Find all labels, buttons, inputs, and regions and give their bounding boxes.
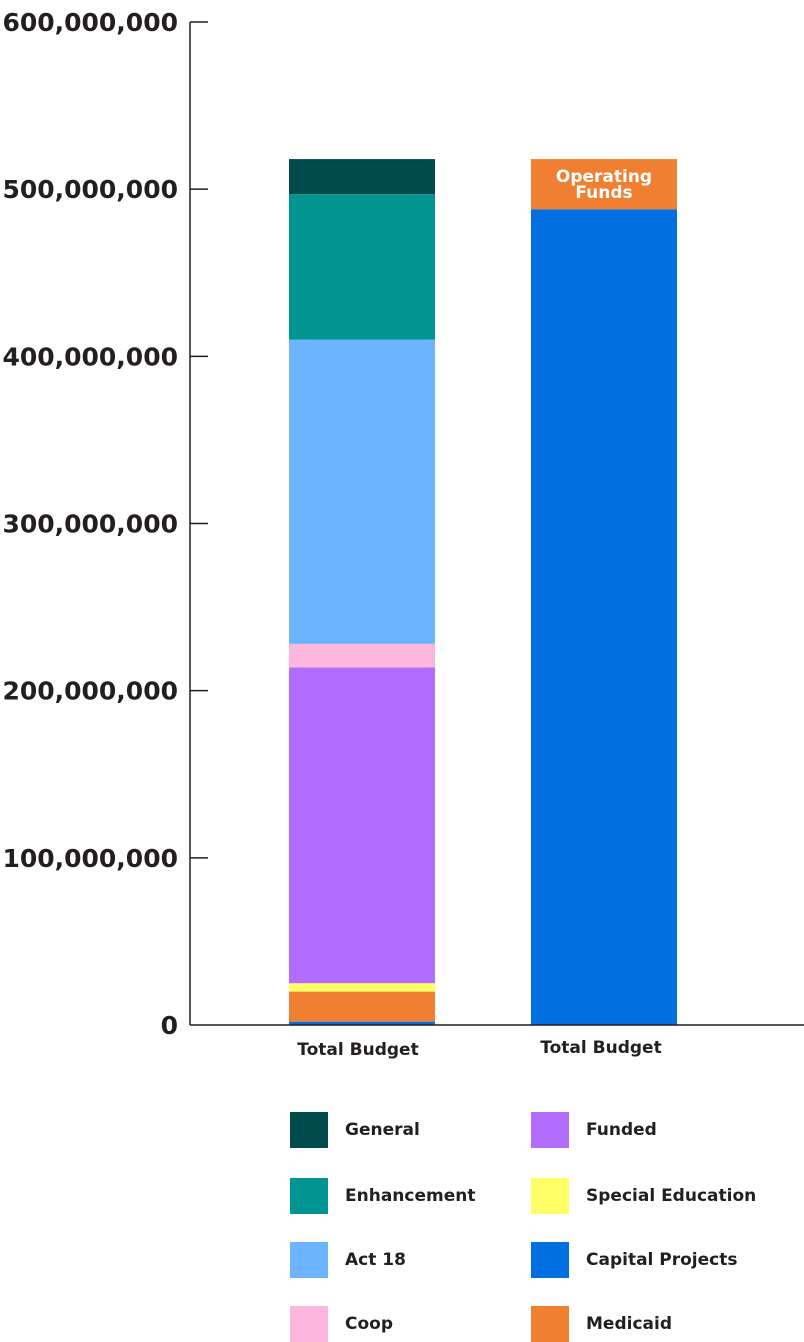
legend-swatch-general [290, 1112, 328, 1148]
y-tick-label: 100,000,000 [2, 844, 178, 873]
bar-segment-operating-funds-2 [531, 159, 677, 210]
legend-item-special-education: Special Education [531, 1178, 756, 1214]
bar-segment-capital-projects-1 [289, 1021, 435, 1025]
legend-item-funded: Funded [531, 1112, 657, 1148]
bar-segment-enhancement-1 [289, 194, 435, 340]
legend-item-medicaid: Medicaid [531, 1306, 672, 1342]
legend-label-medicaid: Medicaid [586, 1314, 672, 1334]
legend-label-enhancement: Enhancement [345, 1186, 476, 1206]
legend-label-funded: Funded [586, 1120, 657, 1140]
legend-item-enhancement: Enhancement [290, 1178, 475, 1214]
segment-label-operating-funds-line-2: Funds [575, 183, 632, 203]
legend-label-special-education: Special Education [586, 1186, 757, 1206]
legend-label-general: General [345, 1120, 420, 1140]
bar-segment-special-education-1 [289, 983, 435, 992]
legend-item-coop: Coop [290, 1306, 393, 1342]
y-tick-label: 0 [161, 1011, 178, 1040]
bar-segment-capital-projects-2 [531, 209, 677, 1025]
legend-label-capital-projects: Capital Projects [586, 1250, 738, 1270]
bar-segment-general-1 [289, 159, 435, 195]
bar-segment-funded-1 [289, 667, 435, 984]
legend-swatch-capital-projects [531, 1242, 569, 1278]
legend-swatch-act-18 [290, 1242, 328, 1278]
x-category-label-2: Total Budget [540, 1038, 661, 1058]
x-category-label-1: Total Budget [297, 1040, 418, 1060]
y-tick-label: 500,000,000 [2, 175, 178, 204]
legend-item-general: General [290, 1112, 420, 1148]
legend-swatch-coop [290, 1306, 328, 1342]
y-tick-label: 600,000,000 [2, 8, 178, 37]
bar-segment-coop-1 [289, 643, 435, 668]
axes-group: 0 100,000,000 200,000,000 300,000,000 400,00… [2, 8, 804, 1060]
bar-segment-medicaid-1 [289, 991, 435, 1022]
y-tick-label: 200,000,000 [2, 677, 178, 706]
y-tick-label: 400,000,000 [2, 342, 178, 371]
legend-item-act-18: Act 18 [290, 1242, 406, 1278]
y-tick-label: 300,000,000 [2, 510, 178, 539]
legend-item-capital-projects: Capital Projects [531, 1242, 738, 1278]
bar-segment-act-18-1 [289, 339, 435, 644]
legend-swatch-special-education [531, 1178, 569, 1214]
legend-swatch-medicaid [531, 1306, 569, 1342]
legend-label-coop: Coop [345, 1314, 394, 1334]
segment-label-operating-funds-line-1: Operating [556, 167, 652, 187]
legend-label-act-18: Act 18 [345, 1250, 406, 1270]
legend-swatch-funded [531, 1112, 569, 1148]
legend-swatch-enhancement [290, 1178, 328, 1214]
bars-group [289, 159, 677, 1025]
